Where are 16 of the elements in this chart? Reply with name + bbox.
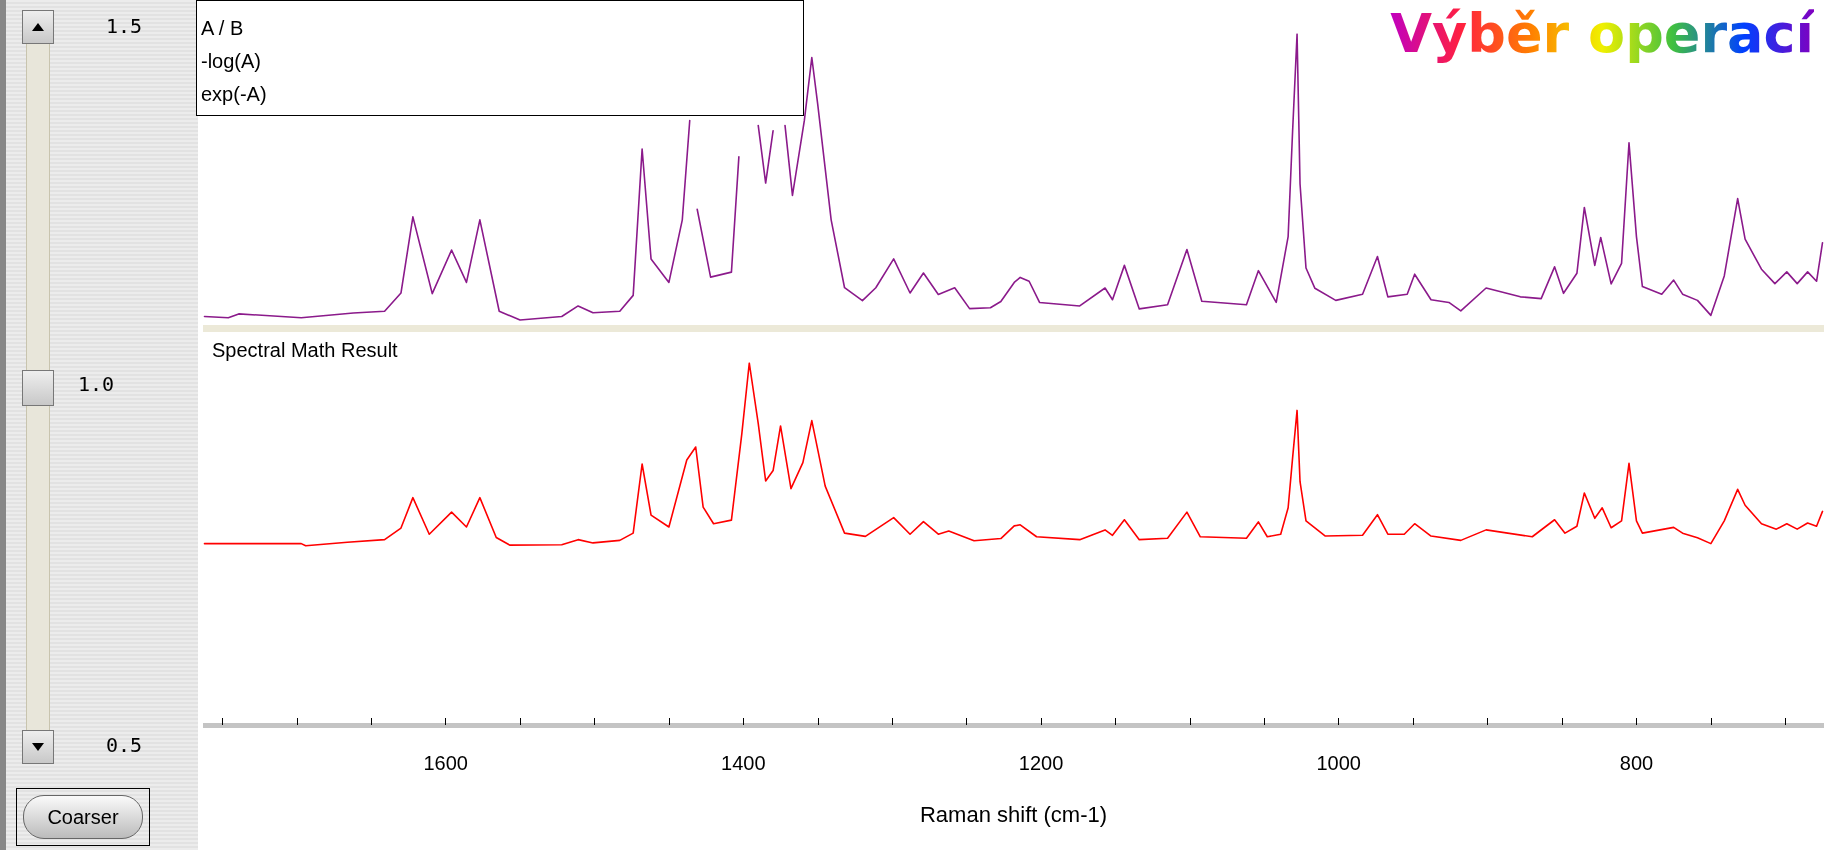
dropdown-menu: A / B -log(A) exp(-A) [196,0,804,116]
x-axis-title: Raman shift (cm-1) [919,801,1108,827]
annotation: -log(A) [201,50,262,73]
x-tick-label: 1200 [1018,752,1064,774]
text: 1.0 [78,372,115,396]
annotation: exp(-A) [201,83,267,106]
text: 1.5 [106,14,143,38]
x-tick-label: 800 [1619,752,1654,774]
x-tick-label: 1000 [1316,752,1361,774]
button: Coarser [23,795,143,839]
chart-title: Spectral Math Result [212,339,399,361]
x-tick-label: 1600 [423,752,468,774]
annotation: A / B [201,17,244,40]
x-tick-label: 1400 [721,752,766,774]
chart-title: Výběr operací [1390,2,1814,65]
text: 0.5 [106,733,143,757]
